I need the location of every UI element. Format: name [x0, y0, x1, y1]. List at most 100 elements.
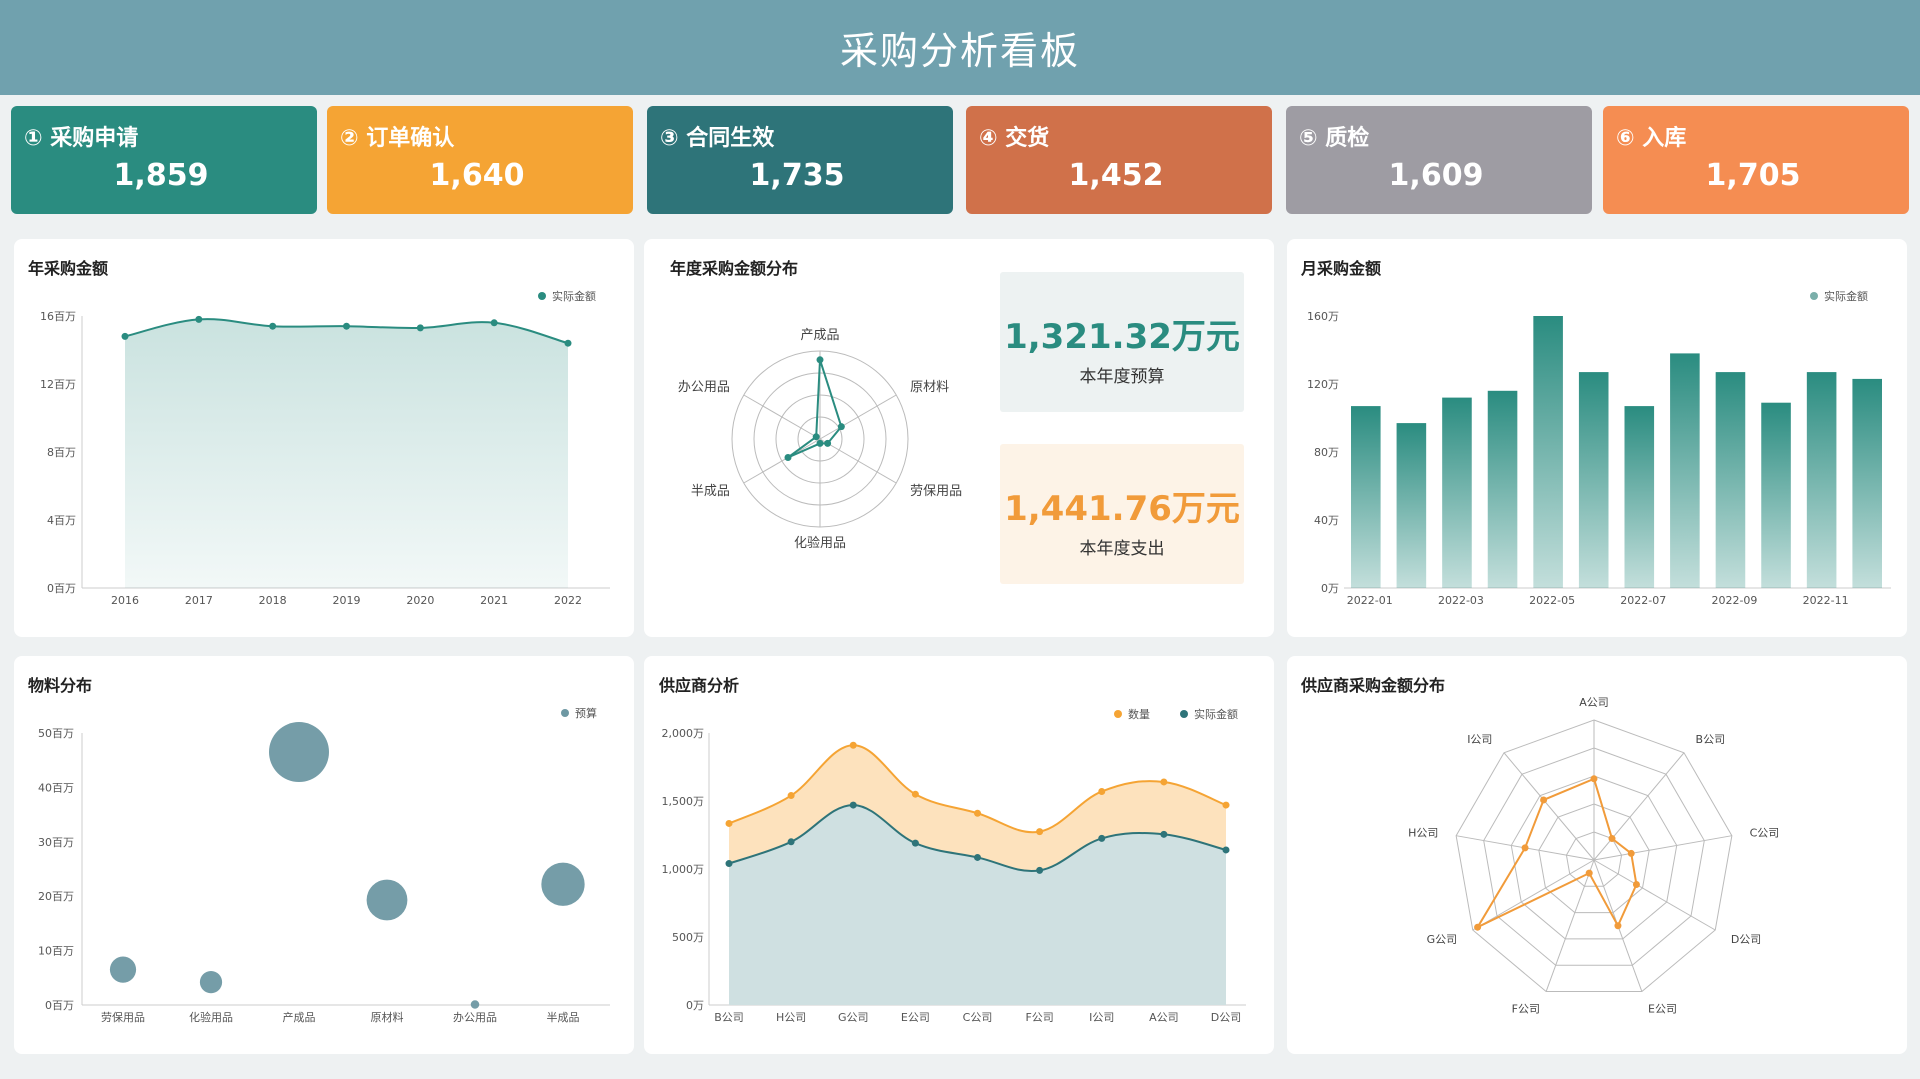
- kpi-value: 1,705: [1705, 158, 1801, 193]
- x-tick-label: 2019: [333, 594, 361, 607]
- panel-supplier-radar: 供应商采购金额分布 A公司 B公司 C公司 D公司 E公司 F公司 G公司 H公司 I公司: [1287, 656, 1907, 1054]
- annual-area-chart: 0百万 4百万 8百万 12百万 16百万 2016 2017 2018 2019 2020 202…: [40, 289, 610, 607]
- spend-card: 1,441.76万元 本年度支出: [1000, 444, 1244, 584]
- kpi-value: 1,609: [1388, 158, 1484, 193]
- data-point: [1098, 787, 1106, 795]
- radar-axis-label: I公司: [1467, 733, 1492, 746]
- bar: [1442, 397, 1472, 588]
- radar-spoke: [1472, 859, 1595, 931]
- data-point: [974, 853, 981, 861]
- bar: [1670, 353, 1700, 588]
- y-tick-label: 40万: [1314, 514, 1339, 527]
- kpi-card-quality-check[interactable]: ⑤ 质检 1,609: [1286, 106, 1592, 214]
- radar-point: [816, 356, 824, 364]
- data-point: [974, 809, 981, 817]
- bubble: [541, 862, 585, 906]
- data-point: [416, 324, 424, 332]
- data-point: [1036, 828, 1044, 836]
- y-tick-label: 12百万: [40, 378, 76, 391]
- x-tick-label: 2016: [111, 594, 139, 607]
- kpi-card-contract-effective[interactable]: ③ 合同生效 1,735: [647, 106, 953, 214]
- y-tick-label: 1,500万: [662, 795, 705, 808]
- x-tick-label: H公司: [776, 1011, 806, 1024]
- radar-ring: [1538, 803, 1650, 914]
- data-point: [1222, 801, 1230, 809]
- kpi-card-warehousing[interactable]: ⑥ 入库 1,705: [1603, 106, 1909, 214]
- radar-ring: [1565, 831, 1623, 887]
- kpi-label: ③ 合同生效: [660, 126, 775, 151]
- data-point: [269, 322, 277, 330]
- bar: [1487, 390, 1518, 588]
- radar-point: [1521, 844, 1529, 852]
- radar-spoke: [819, 438, 897, 484]
- bar: [1761, 402, 1791, 588]
- bubble: [199, 971, 223, 994]
- radar-axis-label: 化验用品: [794, 535, 846, 551]
- data-point: [725, 860, 733, 868]
- kpi-card-delivery[interactable]: ④ 交货 1,452: [966, 106, 1272, 214]
- kpi-card-order-confirm[interactable]: ② 订单确认 1,640: [327, 106, 633, 214]
- y-tick-label: 8百万: [47, 446, 76, 459]
- panel-title: 供应商分析: [659, 676, 740, 695]
- data-point: [195, 315, 203, 323]
- budget-label: 本年度预算: [1079, 367, 1165, 387]
- bar: [1806, 372, 1837, 588]
- x-tick-label: I公司: [1089, 1011, 1114, 1024]
- x-tick-label: A公司: [1149, 1011, 1179, 1024]
- radar-axis-label: E公司: [1648, 1002, 1677, 1015]
- budget-card: 1,321.32万元 本年度预算: [1000, 272, 1244, 412]
- y-tick-label: 500万: [672, 931, 704, 944]
- data-point: [1036, 866, 1044, 874]
- panel-title: 供应商采购金额分布: [1301, 676, 1446, 695]
- legend-marker: [538, 292, 546, 300]
- y-tick-label: 0百万: [45, 999, 74, 1012]
- area-fill: [125, 319, 568, 588]
- radar-point: [1614, 922, 1622, 930]
- radar-axis-label: A公司: [1579, 696, 1609, 709]
- legend-label: 数量: [1128, 708, 1150, 721]
- x-tick-label: 2022-11: [1803, 594, 1849, 607]
- data-point: [490, 319, 498, 327]
- data-point: [1160, 830, 1168, 838]
- legend-marker: [561, 709, 569, 717]
- panel-title: 月采购金额: [1301, 259, 1382, 278]
- kpi-label: ④ 交货: [979, 126, 1050, 151]
- radar-axis-label: 原材料: [910, 380, 949, 395]
- legend-label: 预算: [575, 706, 597, 720]
- kpi-card-purchase-request[interactable]: ① 采购申请 1,859: [11, 106, 317, 214]
- radar-ring: [1455, 719, 1733, 993]
- radar-point: [784, 453, 792, 461]
- radar-point: [816, 439, 824, 447]
- bar: [1715, 372, 1746, 588]
- bubble: [109, 956, 137, 983]
- y-tick-label: 120万: [1307, 378, 1339, 391]
- bubble: [470, 1000, 480, 1009]
- x-tick-label: 2022-09: [1711, 594, 1757, 607]
- bar: [1396, 423, 1427, 588]
- kpi-value: 1,859: [113, 158, 209, 193]
- bar: [1852, 378, 1882, 588]
- legend-label: 实际金额: [1824, 289, 1868, 303]
- radar-point: [812, 433, 820, 441]
- legend-marker: [1114, 710, 1122, 718]
- x-tick-label: 化验用品: [189, 1010, 233, 1024]
- y-tick-label: 40百万: [38, 781, 74, 794]
- bar: [1578, 372, 1609, 588]
- radar-axis-label: F公司: [1512, 1002, 1540, 1015]
- legend-marker: [1180, 710, 1188, 718]
- supplier-area-chart: 0万 500万 1,000万 1,500万 2,000万 B公司 H公司 G公司 E公司 C公司 F…: [662, 707, 1246, 1024]
- x-tick-label: 2020: [406, 594, 434, 607]
- data-point: [1098, 834, 1106, 842]
- kpi-value: 1,452: [1068, 158, 1164, 193]
- legend-marker: [1810, 292, 1818, 300]
- y-tick-label: 1,000万: [662, 863, 705, 876]
- y-tick-label: 16百万: [40, 310, 76, 323]
- y-tick-label: 0万: [686, 999, 704, 1012]
- x-tick-label: 2022-03: [1438, 594, 1484, 607]
- data-point: [1160, 778, 1168, 786]
- radar-point: [1540, 796, 1548, 804]
- x-tick-label: G公司: [838, 1011, 869, 1024]
- x-tick-label: 2018: [259, 594, 287, 607]
- bar: [1351, 406, 1381, 588]
- kpi-label: ⑤ 质检: [1299, 126, 1370, 151]
